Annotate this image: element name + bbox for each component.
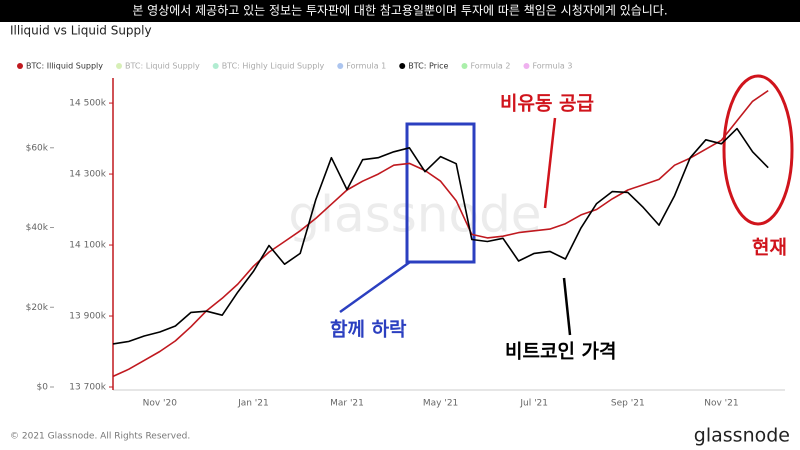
y2-tick-label: $20k [26,303,49,313]
footer: © 2021 Glassnode. All Rights Reserved. [10,432,190,442]
legend-marker [17,63,23,69]
legend-label: BTC: Price [408,62,448,71]
legend-label: BTC: Illiquid Supply [26,62,103,71]
x-tick-label: May '21 [423,399,458,409]
y-tick-label: 14 100k [69,241,106,251]
x-tick-label: Mar '21 [330,399,364,409]
y-tick-label: 14 500k [69,99,106,109]
x-tick-label: Jul '21 [519,399,548,409]
x-tick-label: Jan '21 [237,399,269,409]
x-tick-label: Nov '20 [143,399,178,409]
legend-label: Formula 3 [532,62,572,71]
x-tick-label: Nov '21 [704,399,738,409]
arrow-line [543,117,557,209]
series-line [112,89,769,378]
banner-bar [0,0,800,22]
logo: glassnode [694,425,790,447]
y2-tick-label: $60k [26,143,49,153]
legend-label: Formula 2 [470,62,510,71]
arrow-line [339,260,411,314]
annotation: 비유동 공급 [500,93,594,115]
arrow-line [562,277,572,336]
legend-marker [399,63,406,69]
y-tick-label: 13 700k [69,383,106,393]
annotation: 함께 하락 [330,319,407,341]
highlight-box [405,122,476,264]
x-tick-label: Sep '21 [611,399,645,409]
y-tick-label: 13 900k [69,312,106,322]
series-line [112,127,769,345]
highlight-ellipse [722,74,794,226]
legend-marker [337,63,344,69]
y2-tick-label: $0 [37,383,49,393]
annotation: 비트코인 가격 [505,341,617,363]
legend-label: BTC: Liquid Supply [125,62,200,71]
watermark: glassnode [288,186,541,244]
legend-marker [212,63,219,69]
chart-title: Illiquid vs Liquid Supply [10,24,152,38]
legend-marker [116,63,123,69]
banner-text: 본 영상에서 제공하고 있는 정보는 투자판에 대한 참고용일뿐이며 투자에 따… [132,3,667,18]
y-tick-label: 14 300k [69,170,106,180]
annotation: 현재 [752,237,787,259]
legend-label: BTC: Highly Liquid Supply [222,62,325,71]
legend-label: Formula 1 [346,62,386,71]
y2-tick-label: $40k [26,223,49,233]
legend-marker [523,63,530,69]
legend-marker [461,63,468,69]
